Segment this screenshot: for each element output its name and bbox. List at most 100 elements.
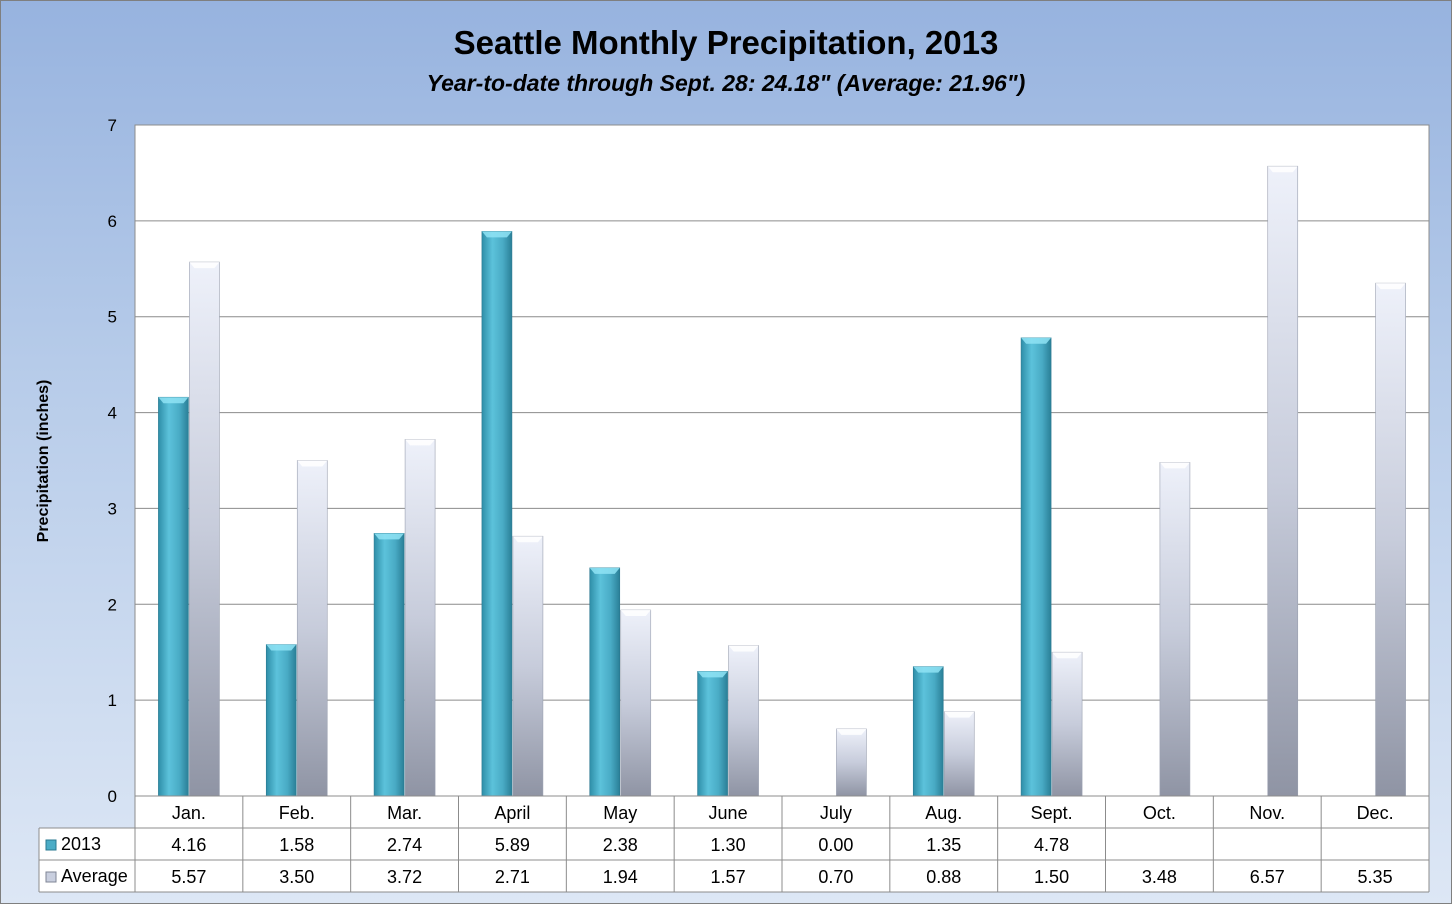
bar-body (1051, 651, 1083, 797)
bar-body (512, 535, 544, 797)
data-label: 3.50 (279, 867, 314, 887)
plot-area (134, 124, 1430, 797)
data-label: 1.50 (1034, 867, 1069, 887)
data-label: 5.35 (1358, 867, 1393, 887)
x-tick-label: Aug. (925, 803, 962, 823)
bar-bevel (1052, 652, 1083, 659)
data-label: 1.35 (926, 835, 961, 855)
bar-bevel (158, 397, 189, 404)
bar-body (296, 460, 328, 797)
bar-bevel (589, 567, 620, 574)
data-label: 4.16 (171, 835, 206, 855)
bar-average (620, 609, 652, 797)
bar-2013 (265, 644, 297, 797)
bar-body (481, 231, 513, 797)
y-tick-label: 7 (108, 116, 117, 135)
bar-bevel (297, 460, 328, 467)
x-tick-label: July (820, 803, 852, 823)
bar-body (836, 728, 867, 797)
bar-body (373, 533, 405, 797)
x-tick-label: Feb. (279, 803, 315, 823)
data-label: 2.71 (495, 867, 530, 887)
data-label: 1.30 (711, 835, 746, 855)
bar-bevel (1021, 337, 1052, 344)
bar-average (189, 261, 220, 797)
x-tick-label: Oct. (1143, 803, 1176, 823)
y-tick-label: 1 (108, 691, 117, 710)
bar-2013 (1020, 337, 1052, 797)
bar-average (943, 711, 975, 797)
data-label: 2.74 (387, 835, 422, 855)
bar-body (1267, 165, 1299, 797)
y-axis-label: Precipitation (inches) (35, 380, 52, 543)
bar-2013 (697, 671, 728, 797)
x-tick-label: Dec. (1357, 803, 1394, 823)
bar-average (728, 645, 759, 797)
bar-bevel (697, 671, 728, 678)
x-tick-label: Jan. (172, 803, 206, 823)
x-tick-label: Nov. (1249, 803, 1285, 823)
bar-2013 (481, 231, 513, 797)
bar-bevel (1267, 166, 1298, 173)
data-label: 5.57 (171, 867, 206, 887)
grid-layer (135, 220, 1429, 701)
y-tick-label: 5 (108, 308, 117, 327)
bar-2013 (589, 567, 621, 797)
data-label: 1.94 (603, 867, 638, 887)
x-tick-label: April (494, 803, 530, 823)
bar-2013 (912, 666, 944, 797)
data-label: 3.72 (387, 867, 422, 887)
y-tick-layer: 0 1 2 3 4 5 6 7 (108, 116, 117, 806)
data-label: 0.88 (926, 867, 961, 887)
bar-average (404, 439, 436, 797)
bar-2013 (373, 533, 405, 797)
bar-bevel (405, 439, 436, 446)
data-table: Jan. Feb. Mar. April May June July Aug. Sept. Oct… (38, 795, 1430, 893)
x-tick-label: Mar. (387, 803, 422, 823)
data-label: 6.57 (1250, 867, 1285, 887)
bar-bevel (374, 533, 405, 540)
bar-bevel (620, 610, 651, 617)
y-tick-label: 4 (108, 404, 117, 423)
y-tick-label: 6 (108, 212, 117, 231)
bar-body (1159, 462, 1191, 797)
bar-average (1375, 282, 1406, 797)
bar-body (728, 645, 759, 797)
bar-average (1051, 651, 1083, 797)
bar-average (1267, 165, 1299, 797)
bar-layer (158, 165, 1406, 797)
bar-bevel (1375, 283, 1406, 290)
chart-title: Seattle Monthly Precipitation, 2013 (454, 24, 999, 61)
data-label: 0.00 (818, 835, 853, 855)
bar-body (943, 711, 975, 797)
data-label: 5.89 (495, 835, 530, 855)
y-tick-label: 3 (108, 499, 117, 518)
data-label: 1.58 (279, 835, 314, 855)
bar-average (512, 535, 544, 797)
bar-body (620, 609, 652, 797)
legend-key (45, 839, 57, 851)
x-tick-label: June (709, 803, 748, 823)
y-tick-label: 0 (108, 787, 117, 806)
bar-body (404, 439, 436, 797)
bar-average (1159, 462, 1191, 797)
bar-2013 (158, 396, 189, 797)
bar-body (589, 567, 621, 797)
bar-body (1375, 282, 1406, 797)
bar-body (265, 644, 297, 797)
bar-average (836, 728, 867, 797)
bar-bevel (913, 666, 944, 673)
bar-bevel (512, 536, 543, 543)
bar-body (1020, 337, 1052, 797)
legend-label: Average (61, 866, 128, 886)
bar-bevel (728, 645, 759, 652)
data-label: 4.78 (1034, 835, 1069, 855)
bar-body (697, 671, 728, 797)
bar-bevel (189, 262, 220, 269)
bar-body (158, 396, 189, 797)
legend-label: 2013 (61, 834, 101, 854)
data-label: 3.48 (1142, 867, 1177, 887)
bar-body (912, 666, 944, 797)
